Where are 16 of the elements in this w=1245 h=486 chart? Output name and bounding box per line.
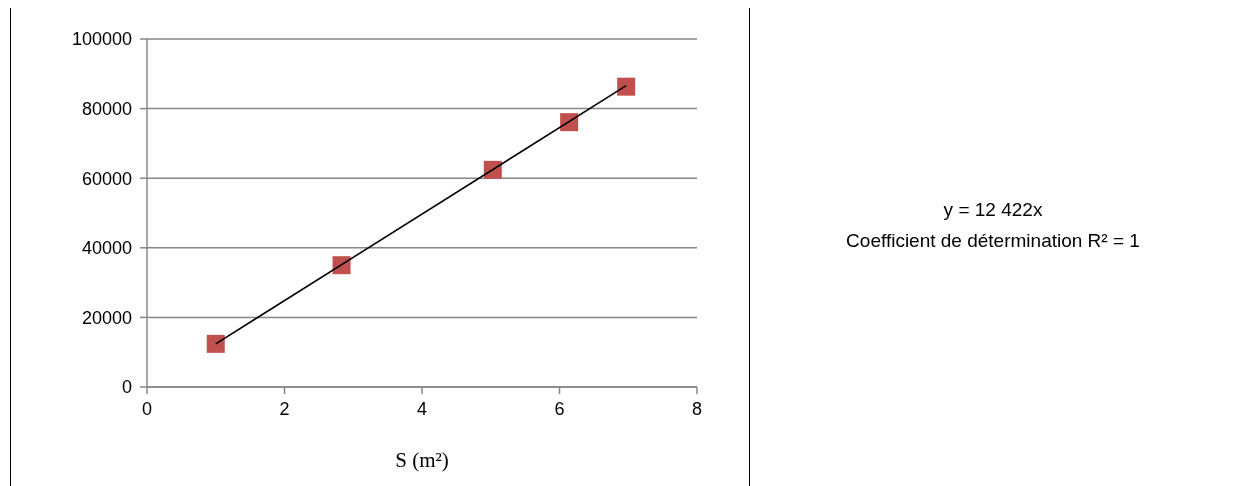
y-tick-label: 100000: [71, 29, 132, 50]
x-axis-title: S (m²): [395, 448, 449, 472]
x-tick-label: 0: [141, 398, 153, 419]
point: [617, 77, 636, 96]
x-tick-label: 6: [554, 398, 565, 419]
text: Coefficient de détermination R² = 1: [845, 229, 1141, 253]
y-tick-label: 0: [121, 377, 132, 398]
y-tick-label: 20000: [81, 307, 132, 328]
y-tick-label: 60000: [81, 168, 132, 189]
y-tick-label: 80000: [81, 98, 132, 119]
x-tick-label: 2: [279, 398, 290, 419]
text: y = 12 422x: [942, 198, 1044, 222]
x-tick-label: 4: [416, 398, 428, 419]
point: [206, 334, 225, 353]
y-tick-label: 40000: [81, 238, 132, 259]
x-tick-label: 8: [691, 398, 703, 419]
